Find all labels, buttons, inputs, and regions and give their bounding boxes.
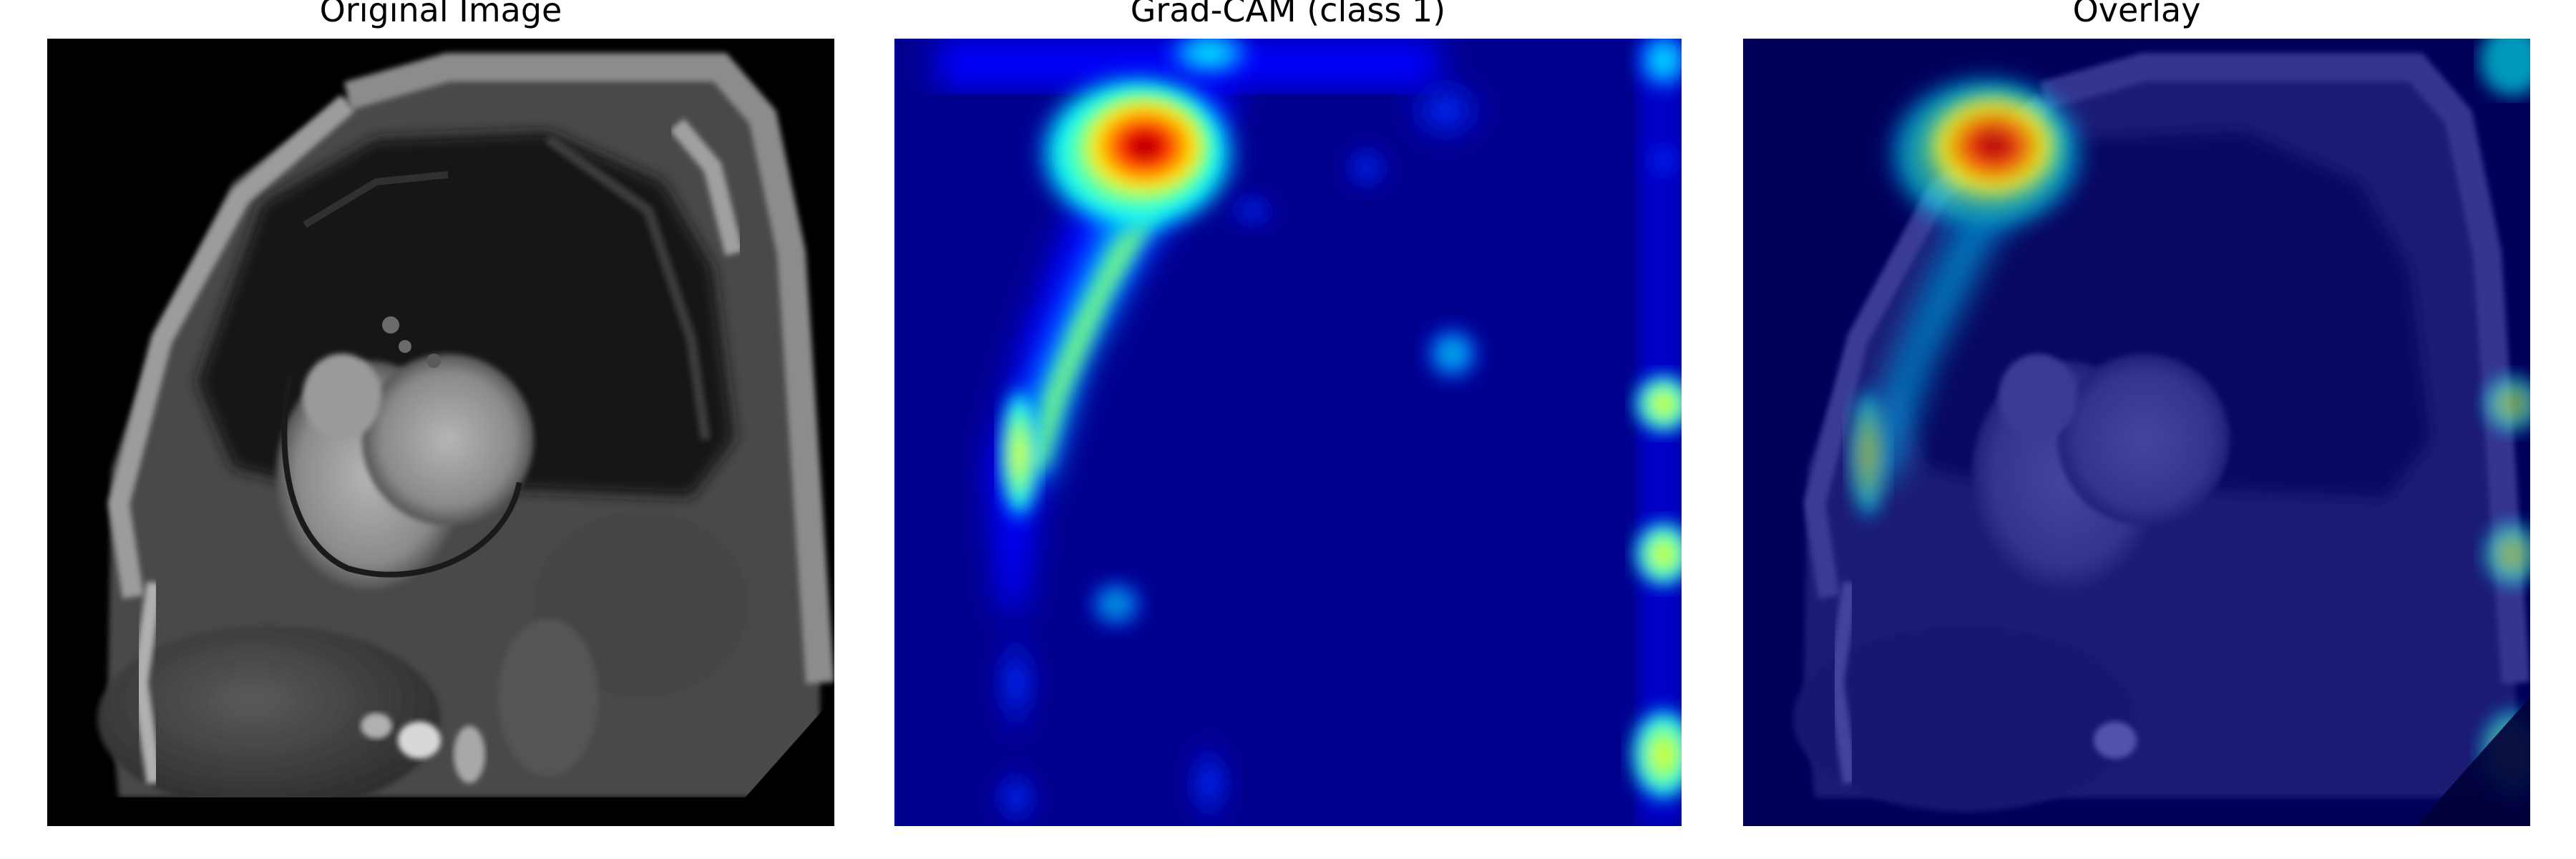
panel-title-overlay: Overlay (2072, 0, 2201, 29)
panel-title-original: Original Image (319, 0, 562, 29)
mri-image (47, 39, 834, 826)
overlay-panel (1743, 39, 2530, 826)
panel-title-gradcam: Grad-CAM (class 1) (1130, 0, 1446, 29)
gradcam-heatmap-panel (894, 39, 1682, 826)
original-image-panel (47, 39, 834, 826)
gradcam-heatmap (894, 39, 1682, 826)
overlay-image (1743, 39, 2530, 826)
